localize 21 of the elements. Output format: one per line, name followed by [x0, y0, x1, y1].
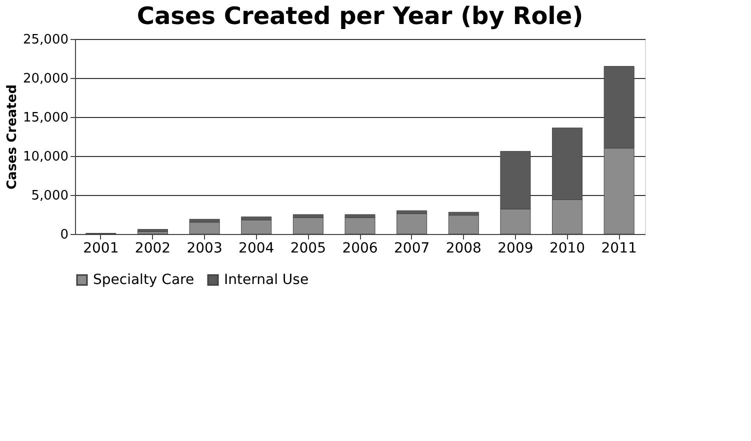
y-tick-label: 0	[60, 228, 68, 242]
y-axis-title: Cases Created	[5, 84, 20, 190]
x-tick-label: 2007	[394, 240, 430, 256]
y-tick-label: 5,000	[31, 188, 68, 204]
x-tick-label: 2005	[290, 240, 326, 256]
y-tick-label: 25,000	[23, 32, 68, 48]
x-tick-label: 2009	[498, 240, 534, 256]
y-tick-label: 15,000	[23, 110, 68, 126]
chart-title: Cases Created per Year (by Role)	[136, 2, 584, 30]
x-tick-label: 2004	[238, 240, 274, 256]
x-tick-label: 2001	[83, 240, 119, 256]
y-tick-label: 20,000	[23, 72, 68, 86]
x-tick-label: 2003	[186, 240, 222, 256]
x-tick-label: 2002	[134, 240, 171, 256]
legend-label: Specialty Care	[93, 272, 194, 288]
x-tick-label: 2011	[601, 240, 637, 256]
y-tick-label: 10,000	[23, 150, 68, 164]
x-tick-label: 2006	[342, 240, 378, 256]
x-tick-label: 2008	[446, 240, 482, 256]
legend-label: Internal Use	[224, 272, 309, 288]
x-tick-label: 2010	[549, 240, 586, 256]
